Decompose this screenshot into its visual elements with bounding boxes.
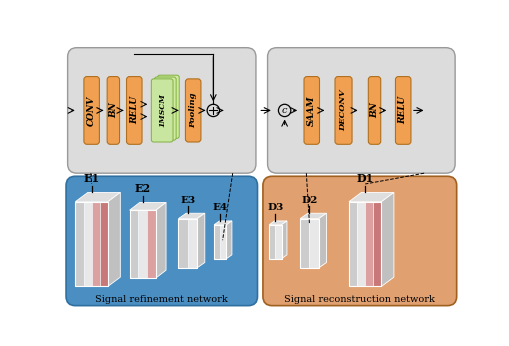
Text: c: c <box>281 106 287 115</box>
Polygon shape <box>83 202 92 286</box>
FancyBboxPatch shape <box>334 76 351 144</box>
Text: Pooling: Pooling <box>189 93 197 128</box>
Polygon shape <box>373 202 381 286</box>
Text: 1MSCM: 1MSCM <box>158 93 166 127</box>
Polygon shape <box>220 225 226 259</box>
Polygon shape <box>92 202 100 286</box>
Polygon shape <box>269 225 275 259</box>
Polygon shape <box>156 202 166 278</box>
Text: D1: D1 <box>356 173 373 184</box>
Text: DECONV: DECONV <box>339 90 347 131</box>
Polygon shape <box>75 202 83 286</box>
FancyBboxPatch shape <box>157 75 179 138</box>
Text: E3: E3 <box>180 196 195 205</box>
Text: RELU: RELU <box>398 97 407 125</box>
Polygon shape <box>187 219 196 268</box>
Polygon shape <box>299 219 309 268</box>
Polygon shape <box>299 213 326 219</box>
FancyBboxPatch shape <box>185 79 201 142</box>
Polygon shape <box>269 221 287 225</box>
Text: D2: D2 <box>301 196 317 205</box>
Polygon shape <box>129 202 166 210</box>
FancyBboxPatch shape <box>68 48 256 173</box>
Text: E2: E2 <box>134 183 151 194</box>
FancyBboxPatch shape <box>107 76 119 144</box>
Polygon shape <box>196 213 205 268</box>
Polygon shape <box>75 192 120 202</box>
FancyBboxPatch shape <box>263 176 456 306</box>
FancyBboxPatch shape <box>66 176 257 306</box>
Text: CONV: CONV <box>87 95 96 126</box>
Polygon shape <box>348 192 393 202</box>
Polygon shape <box>356 202 364 286</box>
Text: D3: D3 <box>267 203 283 212</box>
Polygon shape <box>108 192 120 286</box>
FancyBboxPatch shape <box>84 76 99 144</box>
Polygon shape <box>178 213 205 219</box>
Polygon shape <box>178 219 187 268</box>
Polygon shape <box>348 202 356 286</box>
Polygon shape <box>214 221 232 225</box>
FancyBboxPatch shape <box>151 79 173 142</box>
Text: E1: E1 <box>83 173 100 184</box>
Polygon shape <box>318 213 326 268</box>
Polygon shape <box>214 225 220 259</box>
Polygon shape <box>309 219 318 268</box>
Polygon shape <box>100 202 108 286</box>
Text: E4: E4 <box>212 203 228 212</box>
FancyBboxPatch shape <box>267 48 454 173</box>
Polygon shape <box>147 210 156 278</box>
Text: Signal reconstruction network: Signal reconstruction network <box>284 295 434 304</box>
Polygon shape <box>138 210 147 278</box>
Text: RELU: RELU <box>129 97 138 125</box>
Polygon shape <box>275 225 281 259</box>
FancyBboxPatch shape <box>303 76 319 144</box>
FancyBboxPatch shape <box>154 77 176 140</box>
Text: BN: BN <box>370 102 378 118</box>
Text: SAAM: SAAM <box>306 95 316 126</box>
FancyBboxPatch shape <box>126 76 142 144</box>
Text: BN: BN <box>108 102 118 118</box>
Text: Signal refinement network: Signal refinement network <box>95 295 228 304</box>
Polygon shape <box>364 202 373 286</box>
Polygon shape <box>129 210 138 278</box>
FancyBboxPatch shape <box>367 76 380 144</box>
FancyBboxPatch shape <box>394 76 410 144</box>
Polygon shape <box>281 221 287 259</box>
Polygon shape <box>226 221 232 259</box>
Polygon shape <box>381 192 393 286</box>
